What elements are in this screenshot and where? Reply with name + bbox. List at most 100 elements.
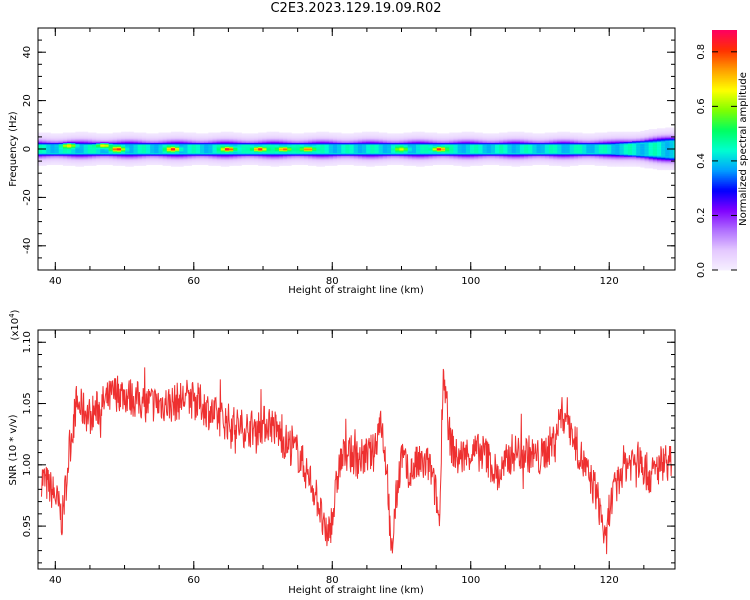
heatmap-cell [83, 155, 89, 157]
heatmap-cell [121, 136, 126, 138]
heatmap-cell [200, 161, 205, 163]
heatmap-cell [557, 157, 562, 160]
heatmap-cell [278, 154, 284, 156]
heatmap-cell [75, 139, 80, 141]
heatmap-cell [46, 145, 51, 147]
heatmap-cell [278, 136, 284, 138]
heatmap-cell [548, 145, 554, 147]
heatmap-cell [565, 155, 571, 157]
heatmap-cell [370, 141, 375, 143]
heatmap-cell [378, 135, 384, 137]
heatmap-cell [341, 161, 346, 163]
heatmap-cell [241, 146, 247, 149]
heatmap-cell [428, 162, 433, 164]
heatmap-cell [532, 146, 537, 148]
heatmap-cell [391, 140, 396, 142]
heatmap-cell [391, 135, 396, 137]
heatmap-cell [565, 148, 571, 150]
heatmap-cell [349, 152, 355, 154]
heatmap-cell [461, 135, 467, 137]
heatmap-cell [233, 151, 238, 153]
heatmap-cell [92, 144, 97, 146]
heatmap-cell [62, 149, 68, 151]
heatmap-cell [548, 134, 554, 136]
heatmap-cell [100, 135, 105, 138]
heatmap-cell [503, 140, 508, 142]
heatmap-cell [328, 158, 334, 160]
heatmap-cell [278, 137, 284, 139]
heatmap-cell [536, 138, 541, 140]
heatmap-cell [557, 142, 562, 144]
heatmap-cell [220, 164, 226, 166]
heatmap-cell [486, 138, 492, 140]
heatmap-cell [557, 150, 562, 152]
heatmap-cell [374, 134, 379, 136]
heatmap-cell [100, 163, 105, 166]
heatmap-cell [146, 144, 151, 146]
heatmap-cell [220, 155, 226, 157]
heatmap-cell [457, 140, 463, 142]
heatmap-cell [478, 163, 483, 165]
heatmap-cell [291, 137, 296, 139]
heatmap-cell [67, 138, 72, 140]
heatmap-cell [374, 143, 379, 145]
heatmap-cell [38, 157, 43, 160]
heatmap-cell [544, 146, 550, 148]
heatmap-cell [54, 153, 60, 155]
heatmap-cell [229, 149, 234, 151]
heatmap-cell [116, 155, 122, 157]
heatmap-cell [191, 146, 197, 149]
heatmap-cell [353, 159, 359, 161]
heatmap-cell [486, 146, 492, 149]
heatmap-cell [254, 153, 259, 155]
heatmap-cell [420, 133, 425, 135]
heatmap-cell [200, 143, 205, 145]
heatmap-cell [565, 145, 571, 147]
heatmap-cell [507, 140, 512, 142]
heatmap-cell [332, 145, 338, 147]
heatmap-cell [362, 146, 367, 149]
heatmap-cell [503, 152, 508, 155]
heatmap-cell [353, 151, 359, 153]
heatmap-cell [486, 152, 492, 154]
heatmap-cell [324, 163, 330, 165]
heatmap-cell [353, 152, 359, 155]
heatmap-cell [424, 142, 429, 144]
heatmap-cell [87, 163, 93, 166]
heatmap-cell [362, 141, 367, 144]
heatmap-cell [141, 152, 147, 155]
heatmap-cell [137, 146, 143, 149]
heatmap-cell [312, 143, 317, 145]
heatmap-cell [382, 160, 388, 162]
heatmap-cell [528, 143, 533, 145]
heatmap-cell [212, 137, 217, 139]
heatmap-cell [291, 133, 296, 135]
heatmap-cell [445, 137, 450, 139]
heatmap-cell [411, 157, 417, 160]
heatmap-cell [233, 154, 238, 156]
heatmap-cell [162, 141, 168, 144]
heatmap-cell [386, 141, 392, 144]
heatmap-cell [38, 135, 43, 137]
heatmap-cell [262, 152, 267, 154]
heatmap-cell [449, 152, 454, 155]
heatmap-cell [291, 141, 296, 143]
heatmap-cell [395, 157, 400, 159]
heatmap-cell [569, 146, 575, 149]
heatmap-cell [166, 140, 172, 142]
heatmap-cell [67, 136, 72, 138]
heatmap-cell [449, 153, 454, 155]
heatmap-cell [320, 136, 325, 138]
heatmap-cell [528, 145, 533, 147]
heatmap-cell [58, 144, 64, 146]
heatmap-cell [548, 137, 554, 139]
heatmap-cell [224, 141, 230, 144]
heatmap-cell [258, 151, 263, 153]
heatmap-cell [386, 154, 392, 156]
heatmap-cell [62, 160, 68, 162]
heatmap-cell [216, 151, 222, 153]
heatmap-cell [100, 148, 105, 150]
heatmap-cell [308, 142, 313, 144]
heatmap-cell [424, 159, 429, 161]
heatmap-cell [96, 139, 101, 141]
